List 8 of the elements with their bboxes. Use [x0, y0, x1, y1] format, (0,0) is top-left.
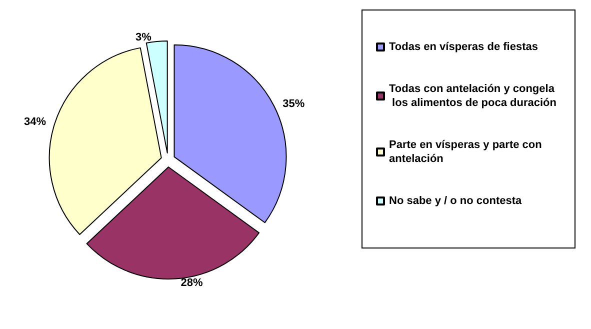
data-label: 28%: [180, 276, 203, 289]
legend-label: No sabe y / o no contesta: [389, 195, 523, 207]
legend-label: Todas en vísperas de fiestas: [389, 41, 538, 53]
legend-label: Todas con antelación y congela los alimentos de poca duración: [389, 83, 557, 109]
data-label: 35%: [282, 98, 305, 110]
legend-label: Parte en vísperas y parte con antelación: [389, 139, 545, 165]
data-label: 3%: [136, 32, 152, 44]
data-label: 34%: [24, 116, 46, 128]
